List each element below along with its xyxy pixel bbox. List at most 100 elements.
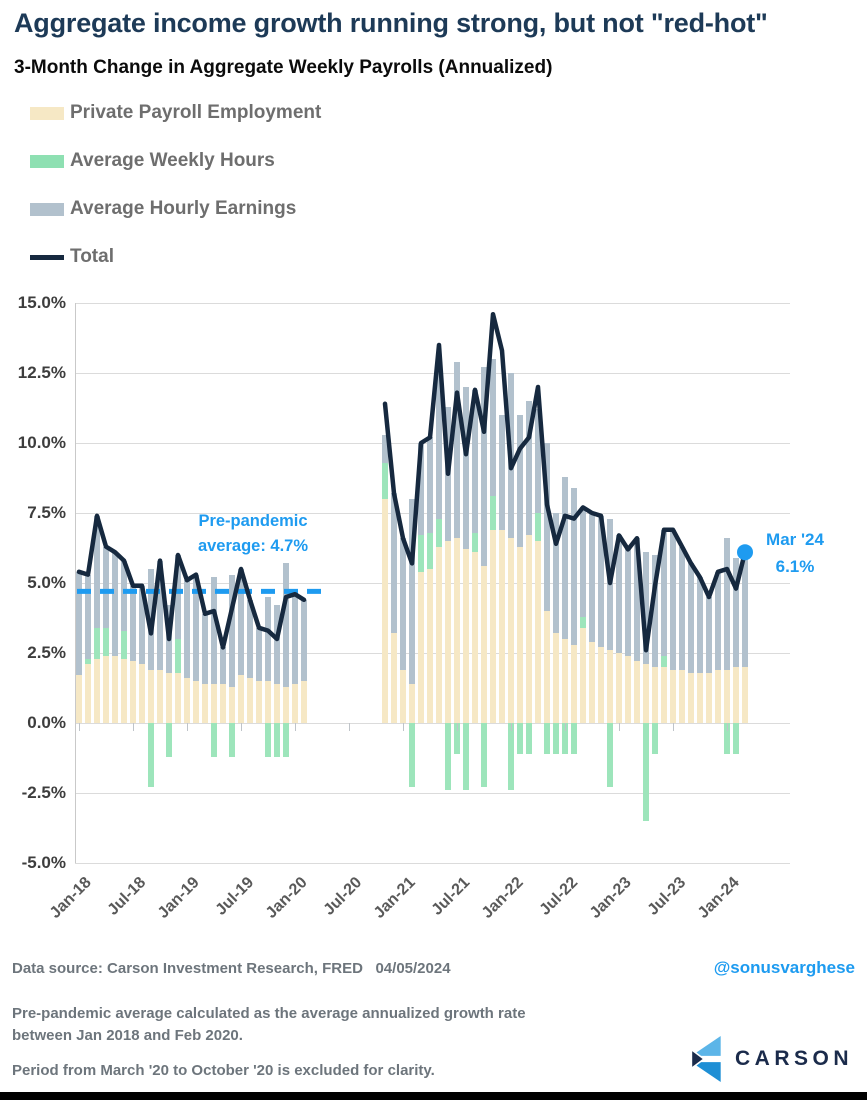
bar-employment-Feb-21 bbox=[409, 683, 415, 723]
x-axis-label-Jul-22: Jul-22 bbox=[536, 874, 582, 919]
bar-hours-Oct-21 bbox=[481, 723, 487, 788]
gridline--5.0% bbox=[75, 863, 790, 864]
bar-earnings-Sep-21 bbox=[472, 389, 478, 533]
bar-earnings-Feb-21 bbox=[409, 499, 415, 684]
bar-employment-Jun-22 bbox=[553, 633, 559, 723]
bar-employment-Apr-22 bbox=[535, 541, 541, 723]
x-axis-label-Jul-20: Jul-20 bbox=[320, 874, 366, 919]
gridline-7.5% bbox=[75, 513, 790, 514]
bar-earnings-Feb-18 bbox=[85, 574, 91, 659]
bar-employment-Mar-18 bbox=[94, 658, 100, 723]
bar-earnings-Feb-22 bbox=[517, 415, 523, 547]
bar-hours-Feb-18 bbox=[85, 658, 91, 665]
bar-hours-Dec-19 bbox=[283, 723, 289, 757]
x-axis-tick-Jan-22 bbox=[511, 723, 512, 731]
bar-hours-Sep-21 bbox=[472, 532, 478, 553]
bar-employment-Jun-21 bbox=[445, 541, 451, 723]
bar-earnings-Feb-24 bbox=[733, 557, 739, 667]
x-axis-label-Jan-19: Jan-19 bbox=[155, 874, 204, 922]
legend-label: Total bbox=[70, 246, 114, 267]
bar-earnings-Jul-19 bbox=[238, 569, 244, 676]
x-axis-tick-Jul-20 bbox=[349, 723, 350, 731]
bar-employment-Mar-24 bbox=[742, 667, 748, 723]
bar-earnings-Aug-19 bbox=[247, 599, 253, 679]
bar-earnings-Apr-23 bbox=[643, 552, 649, 665]
bar-employment-Jan-18 bbox=[76, 675, 82, 723]
bar-employment-Dec-21 bbox=[499, 529, 505, 723]
bar-employment-Apr-18 bbox=[103, 655, 109, 723]
x-axis-tick-Jan-18 bbox=[79, 723, 80, 731]
bar-hours-Dec-22 bbox=[607, 723, 613, 788]
bar-employment-Aug-22 bbox=[571, 644, 577, 723]
bar-earnings-Jul-21 bbox=[454, 361, 460, 539]
bar-earnings-Oct-19 bbox=[265, 597, 271, 681]
bar-earnings-Oct-23 bbox=[697, 577, 703, 673]
bar-earnings-Jan-19 bbox=[184, 580, 190, 679]
bar-hours-Dec-18 bbox=[175, 639, 181, 673]
bar-hours-May-21 bbox=[436, 518, 442, 547]
bar-earnings-Apr-21 bbox=[427, 437, 433, 533]
bar-employment-Oct-23 bbox=[697, 672, 703, 723]
bar-earnings-Jan-22 bbox=[508, 373, 514, 539]
latest-point-annotation-month: Mar '24 bbox=[766, 530, 824, 549]
bar-employment-Feb-20 bbox=[301, 681, 307, 723]
bar-employment-Mar-19 bbox=[202, 683, 208, 723]
bar-earnings-Jan-20 bbox=[292, 594, 298, 684]
bar-hours-Sep-22 bbox=[580, 616, 586, 628]
bar-hours-Jun-22 bbox=[553, 723, 559, 754]
bar-hours-May-22 bbox=[544, 723, 550, 754]
bar-earnings-Feb-20 bbox=[301, 599, 307, 681]
bar-earnings-Dec-20 bbox=[391, 493, 397, 634]
bar-employment-Jan-20 bbox=[292, 683, 298, 723]
bar-hours-Nov-18 bbox=[166, 723, 172, 757]
bar-earnings-Mar-22 bbox=[526, 401, 532, 536]
bar-earnings-Nov-19 bbox=[274, 605, 280, 684]
bar-employment-Nov-18 bbox=[166, 672, 172, 723]
y-axis-label-2.5%: 2.5% bbox=[27, 643, 66, 662]
x-axis-label-Jan-24: Jan-24 bbox=[695, 874, 744, 922]
bar-earnings-Mar-24 bbox=[742, 552, 748, 667]
carson-logo-text: CARSON bbox=[734, 1047, 853, 1070]
bar-earnings-Aug-18 bbox=[139, 585, 145, 665]
legend-swatch bbox=[30, 254, 64, 260]
x-axis-tick-Jul-18 bbox=[133, 723, 134, 731]
bar-hours-Sep-18 bbox=[148, 723, 154, 788]
data-source-note: Data source: Carson Investment Research,… bbox=[12, 960, 451, 977]
bar-earnings-Mar-19 bbox=[202, 613, 208, 684]
excluded-period-note: Period from March '20 to October '20 is … bbox=[12, 1062, 435, 1079]
bar-earnings-Oct-22 bbox=[589, 513, 595, 642]
total-line-segment-1 bbox=[76, 513, 307, 650]
data-source-text: Data source: Carson Investment Research,… bbox=[12, 960, 363, 977]
latest-point-annotation-value: 6.1% bbox=[775, 557, 815, 576]
bar-hours-Jun-18 bbox=[121, 630, 127, 659]
bar-earnings-May-19 bbox=[220, 647, 226, 684]
bar-earnings-Jun-21 bbox=[445, 406, 451, 541]
page-title: Aggregate income growth running strong, … bbox=[14, 8, 768, 38]
chart-subtitle: 3-Month Change in Aggregate Weekly Payro… bbox=[14, 57, 553, 78]
bar-employment-Oct-21 bbox=[481, 566, 487, 723]
bar-earnings-Mar-21 bbox=[418, 443, 424, 536]
gridline-5.0% bbox=[75, 583, 790, 584]
bar-earnings-Oct-21 bbox=[481, 367, 487, 567]
author-handle: @sonusvarghese bbox=[713, 958, 855, 977]
bar-employment-Apr-19 bbox=[211, 683, 217, 723]
bar-employment-Nov-20 bbox=[382, 499, 388, 723]
bar-hours-Apr-23 bbox=[643, 723, 649, 821]
bar-employment-Jan-21 bbox=[400, 669, 406, 723]
x-axis-label-Jul-19: Jul-19 bbox=[212, 874, 258, 919]
bar-employment-Nov-21 bbox=[490, 529, 496, 723]
bar-earnings-May-21 bbox=[436, 373, 442, 519]
pre-pandemic-average-annotation: Pre-pandemic average: 4.7% bbox=[178, 509, 328, 559]
bar-earnings-Dec-19 bbox=[283, 563, 289, 687]
x-axis-tick-Jul-19 bbox=[241, 723, 242, 731]
bar-employment-Jun-18 bbox=[121, 658, 127, 723]
bar-earnings-May-23 bbox=[652, 555, 658, 667]
legend-swatch bbox=[30, 202, 64, 216]
bar-earnings-Sep-23 bbox=[688, 563, 694, 673]
bar-employment-Feb-24 bbox=[733, 667, 739, 723]
y-axis-label-0.0%: 0.0% bbox=[27, 713, 66, 732]
bar-employment-Dec-22 bbox=[607, 650, 613, 723]
legend-label: Private Payroll Employment bbox=[70, 102, 322, 123]
bar-employment-Nov-23 bbox=[706, 672, 712, 723]
